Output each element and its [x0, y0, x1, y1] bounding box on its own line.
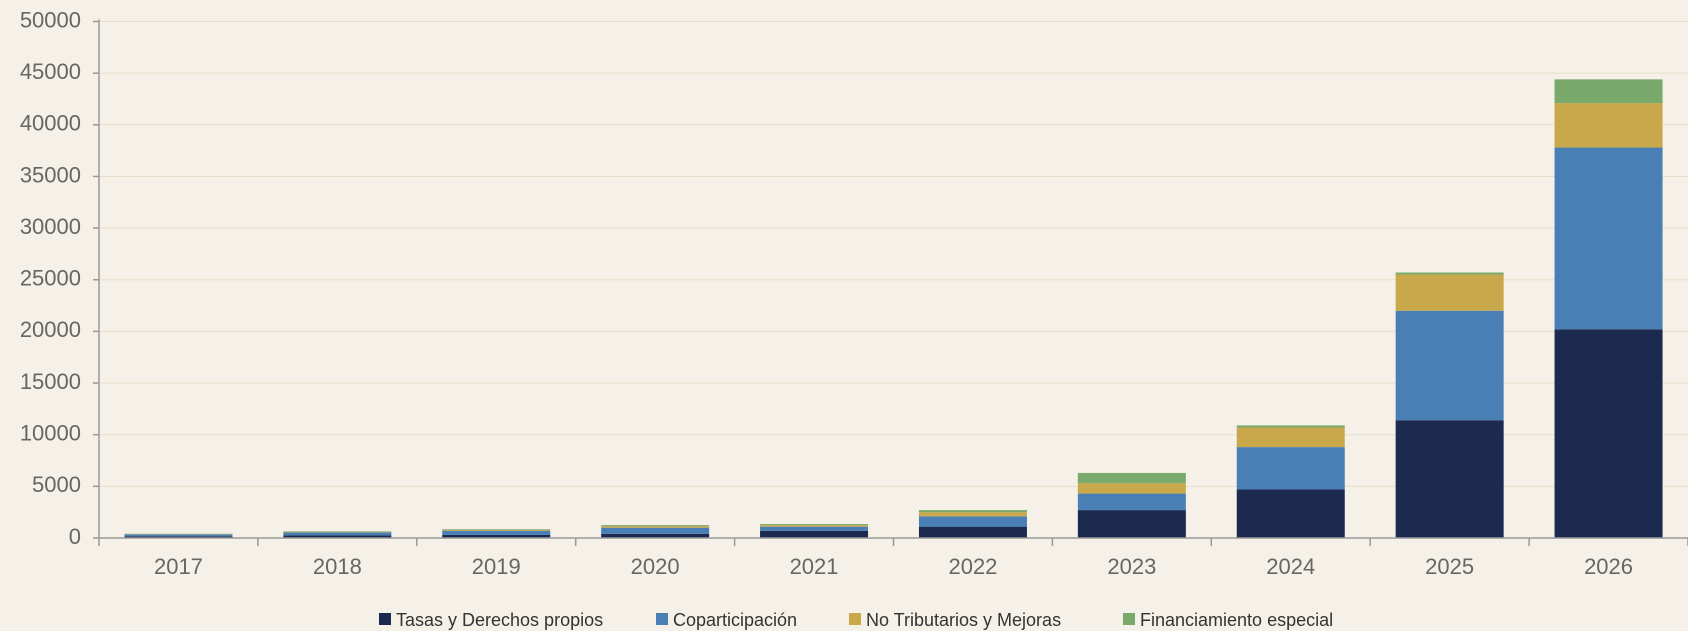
y-tick-label: 0	[69, 524, 81, 549]
bar-segment	[760, 524, 869, 526]
x-tick-label: 2025	[1425, 554, 1474, 579]
bar-segment	[283, 535, 392, 538]
legend-swatch	[656, 613, 668, 625]
bar-segment	[1077, 483, 1186, 494]
bar-segment	[1395, 272, 1504, 275]
bar-segment	[760, 525, 869, 527]
x-tick-label: 2018	[313, 554, 362, 579]
bar-segment	[124, 534, 233, 537]
bar-segment	[918, 512, 1027, 517]
bar-segment	[442, 529, 551, 531]
legend-swatch	[1123, 613, 1135, 625]
x-tick-label: 2021	[790, 554, 839, 579]
bar-segment	[1395, 420, 1504, 538]
legend-swatch	[849, 613, 861, 625]
bar-segment	[601, 527, 710, 534]
bar-segment	[1554, 79, 1663, 104]
y-tick-label: 30000	[20, 214, 81, 239]
bar-segment	[1077, 493, 1186, 511]
bar-segment	[1236, 447, 1345, 490]
x-tick-label: 2019	[472, 554, 521, 579]
bar-segment	[601, 525, 710, 527]
bar-segment	[283, 531, 392, 532]
bar-segment	[442, 534, 551, 538]
bar-segment	[1077, 472, 1186, 484]
bar-segment	[1236, 489, 1345, 538]
x-tick-label: 2023	[1107, 554, 1156, 579]
y-tick-label: 5000	[32, 472, 81, 497]
bar-segment	[1554, 329, 1663, 538]
x-tick-label: 2024	[1266, 554, 1315, 579]
x-tick-label: 2026	[1584, 554, 1633, 579]
y-tick-label: 25000	[20, 266, 81, 291]
y-tick-label: 40000	[20, 111, 81, 136]
bar-segment	[442, 530, 551, 535]
bar-segment	[760, 526, 869, 531]
bar-segment	[442, 529, 551, 530]
x-tick-label: 2022	[948, 554, 997, 579]
bar-segment	[1554, 103, 1663, 148]
legend-label: Tasas y Derechos propios	[396, 610, 603, 630]
bar-segment	[283, 531, 392, 533]
y-tick-label: 50000	[20, 7, 81, 32]
legend-label: Coparticipación	[673, 610, 797, 630]
x-tick-label: 2020	[631, 554, 680, 579]
bar-segment	[918, 516, 1027, 527]
y-tick-label: 20000	[20, 317, 81, 342]
y-tick-label: 35000	[20, 162, 81, 187]
bar-segment	[1236, 425, 1345, 428]
y-tick-label: 45000	[20, 59, 81, 84]
y-tick-label: 10000	[20, 421, 81, 446]
bar-segment	[601, 533, 710, 538]
legend-label: No Tributarios y Mejoras	[866, 610, 1061, 630]
bar-segment	[601, 526, 710, 528]
bar-segment	[1077, 510, 1186, 538]
bar-segment	[760, 530, 869, 538]
bar-segment	[283, 532, 392, 536]
x-tick-label: 2017	[154, 554, 203, 579]
bar-segment	[1236, 427, 1345, 448]
bar-segment	[1395, 274, 1504, 311]
bar-segment	[1395, 310, 1504, 421]
y-tick-label: 15000	[20, 369, 81, 394]
bar-segment	[918, 526, 1027, 538]
legend-swatch	[379, 613, 391, 625]
legend-label: Financiamiento especial	[1140, 610, 1333, 630]
bar-segment	[1554, 147, 1663, 330]
bar-segment	[124, 536, 233, 538]
bar-segment	[918, 510, 1027, 513]
